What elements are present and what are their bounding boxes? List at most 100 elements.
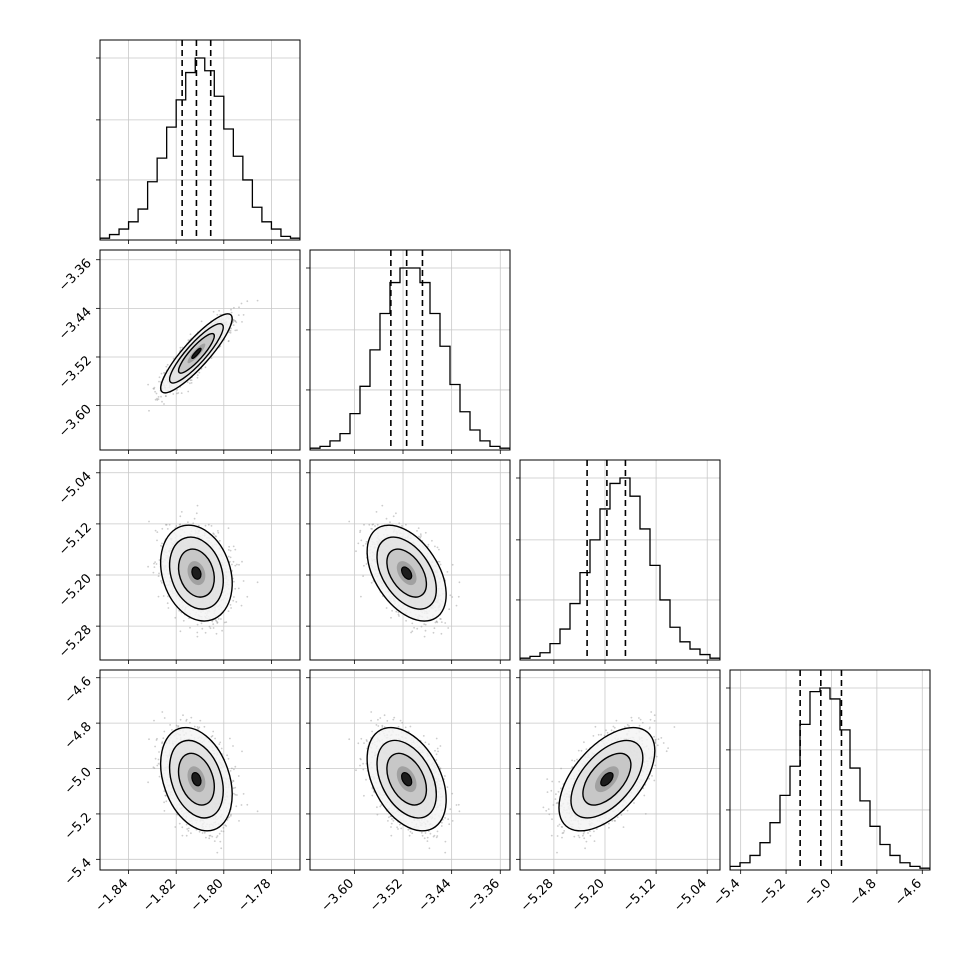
sample-point <box>242 580 245 582</box>
sample-point <box>196 374 199 376</box>
sample-point <box>242 314 245 316</box>
sample-point <box>228 331 231 334</box>
sample-point <box>229 604 232 606</box>
sample-point <box>234 587 237 590</box>
sample-point <box>189 382 191 385</box>
sample-point <box>215 632 218 635</box>
panel-2-0: −5.28 −5.20 −5.12 −5.04 <box>56 459 301 664</box>
sample-point <box>232 560 235 563</box>
sample-point <box>161 400 163 403</box>
sample-point <box>156 539 158 542</box>
sample-point <box>161 527 164 530</box>
sample-point <box>155 392 158 395</box>
sample-point <box>227 549 230 551</box>
sample-point <box>176 389 179 391</box>
histogram-1 <box>310 267 510 450</box>
sample-point <box>215 619 217 622</box>
sample-point <box>148 409 150 412</box>
sample-point <box>157 396 160 398</box>
tick-label-y: −5.20 <box>56 571 95 610</box>
tick-label-y: −5.04 <box>56 469 95 508</box>
sample-point <box>155 563 158 565</box>
sample-point <box>216 313 219 316</box>
tick-label-y: −3.44 <box>56 305 95 344</box>
sample-point <box>232 545 235 548</box>
sample-point <box>196 504 199 507</box>
sample-point <box>177 392 180 394</box>
sample-point <box>147 383 150 386</box>
sample-point <box>212 623 215 625</box>
sample-point <box>204 366 207 369</box>
sample-point <box>227 555 230 558</box>
sample-point <box>166 528 169 530</box>
tick-label-y: −5.28 <box>56 622 95 661</box>
sample-point <box>200 320 203 323</box>
sample-point <box>217 618 220 620</box>
tick-label-y: −5.12 <box>56 520 95 559</box>
sample-point <box>174 616 177 619</box>
sample-point <box>180 392 183 394</box>
sample-point <box>153 566 156 568</box>
sample-point <box>230 308 232 311</box>
sample-point <box>187 390 190 393</box>
sample-point <box>237 587 240 590</box>
sample-point <box>218 309 221 312</box>
sample-point <box>168 523 171 526</box>
sample-point <box>192 522 195 525</box>
sample-point <box>187 521 189 524</box>
sample-point <box>218 539 221 542</box>
sample-point <box>160 372 163 375</box>
sample-point <box>234 320 237 322</box>
sample-point <box>161 581 163 584</box>
sample-point <box>231 563 233 566</box>
sample-point <box>186 381 189 383</box>
sample-point <box>240 604 243 607</box>
sample-point <box>235 321 238 324</box>
sample-point <box>153 388 155 390</box>
sample-point <box>229 330 232 332</box>
sample-point <box>232 324 235 326</box>
sample-point <box>147 565 150 568</box>
sample-point <box>166 602 169 605</box>
tick-label-y: −3.52 <box>56 353 95 392</box>
sample-point <box>256 581 259 584</box>
sample-point <box>163 372 166 375</box>
sample-point <box>236 329 238 332</box>
sample-point <box>195 512 198 515</box>
sample-point <box>246 300 249 303</box>
sample-point <box>165 395 167 397</box>
sample-point <box>238 563 240 566</box>
sample-point <box>215 535 218 538</box>
sample-point <box>212 310 215 313</box>
sample-point <box>217 531 220 534</box>
sample-point <box>154 529 157 532</box>
sample-point <box>234 329 237 332</box>
sample-point <box>234 548 237 551</box>
sample-point <box>158 380 160 383</box>
sample-point <box>166 363 169 366</box>
sample-point <box>233 596 235 598</box>
sample-point <box>196 631 199 634</box>
sample-point <box>167 595 169 598</box>
sample-point <box>213 533 215 536</box>
sample-point <box>167 607 170 609</box>
sample-point <box>241 560 243 563</box>
sample-point <box>161 542 163 545</box>
sample-point <box>179 523 182 526</box>
panel-background <box>100 40 300 240</box>
sample-point <box>172 393 175 395</box>
sample-point <box>198 371 201 374</box>
sample-point <box>156 397 158 400</box>
sample-point <box>210 525 213 527</box>
sample-point <box>193 517 196 520</box>
sample-point <box>238 306 240 309</box>
sample-point <box>230 607 233 609</box>
sample-point <box>227 340 230 342</box>
sample-point <box>241 321 243 323</box>
sample-point <box>210 357 213 359</box>
sample-point <box>208 625 211 628</box>
sample-point <box>217 530 219 532</box>
sample-point <box>230 327 233 330</box>
sample-point <box>154 561 157 563</box>
